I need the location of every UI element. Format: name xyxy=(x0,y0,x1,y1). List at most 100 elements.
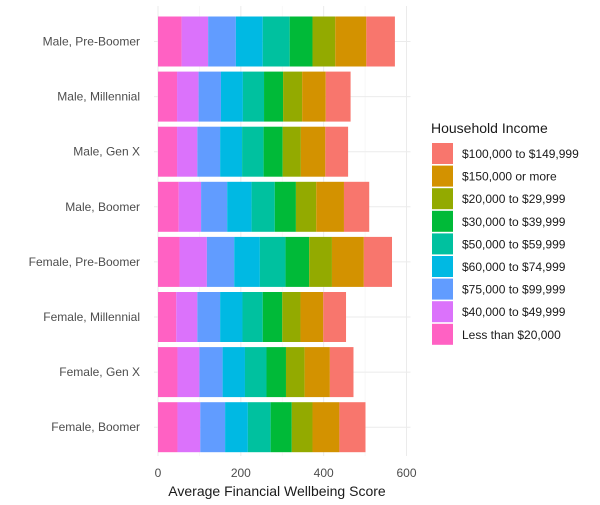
bar-female-millennial-less-than-20-000 xyxy=(158,292,177,342)
bar-female-millennial-100-000-to-149-999 xyxy=(323,292,347,342)
bar-female-millennial-30-000-to-39-999 xyxy=(262,292,283,342)
bar-female-millennial-60-000-to-74-999 xyxy=(220,292,243,342)
bar-female-gen-x-50-000-to-59-999 xyxy=(244,347,267,398)
legend-swatch xyxy=(432,210,453,232)
bar-female-boomer-50-000-to-59-999 xyxy=(247,402,271,453)
bar-female-millennial-150-000-or-more xyxy=(300,292,324,342)
bar-female-pre-boomer-75-000-to-99-999 xyxy=(206,236,235,287)
bar-male-millennial-less-than-20-000 xyxy=(158,71,178,122)
x-tick-label: 600 xyxy=(396,466,416,480)
bar-female-pre-boomer-100-000-to-149-999 xyxy=(363,236,393,287)
y-tick-label: Female, Boomer xyxy=(51,420,140,434)
y-tick-label: Male, Millennial xyxy=(57,90,140,104)
bar-male-pre-boomer-less-than-20-000 xyxy=(158,16,182,67)
bar-male-boomer-75-000-to-99-999 xyxy=(201,181,228,232)
y-tick-label: Male, Boomer xyxy=(65,200,140,214)
legend-swatch xyxy=(432,278,453,300)
legend-label: $100,000 to $149,999 xyxy=(462,147,579,161)
legend-label: $40,000 to $49,999 xyxy=(462,305,566,319)
legend-title: Household Income xyxy=(431,120,548,136)
legend-swatch xyxy=(432,188,453,210)
bar-male-pre-boomer-50-000-to-59-999 xyxy=(262,16,290,67)
bar-female-millennial-50-000-to-59-999 xyxy=(242,292,263,342)
bar-male-boomer-60-000-to-74-999 xyxy=(227,181,252,232)
bar-male-boomer-150-000-or-more xyxy=(316,181,344,232)
bar-female-pre-boomer-30-000-to-39-999 xyxy=(285,236,310,287)
bar-female-gen-x-100-000-to-149-999 xyxy=(329,347,354,398)
bar-male-pre-boomer-150-000-or-more xyxy=(335,16,367,67)
bar-male-pre-boomer-20-000-to-29-999 xyxy=(312,16,336,67)
bar-male-pre-boomer-75-000-to-99-999 xyxy=(208,16,236,67)
bar-male-gen-x-50-000-to-59-999 xyxy=(242,126,264,177)
bar-male-gen-x-30-000-to-39-999 xyxy=(263,126,283,177)
legend-label: $150,000 or more xyxy=(462,170,557,184)
legend-swatch xyxy=(432,143,453,164)
bar-male-millennial-150-000-or-more xyxy=(302,71,326,122)
x-tick-label: 200 xyxy=(231,466,251,480)
legend-label: $75,000 to $99,999 xyxy=(462,283,566,297)
bar-male-boomer-100-000-to-149-999 xyxy=(343,181,370,232)
bar-male-boomer-40-000-to-49-999 xyxy=(178,181,202,232)
bar-female-millennial-20-000-to-29-999 xyxy=(282,292,301,342)
bar-male-millennial-40-000-to-49-999 xyxy=(177,71,199,122)
bar-male-gen-x-150-000-or-more xyxy=(300,126,326,177)
y-tick-label: Male, Gen X xyxy=(73,145,140,159)
bar-female-millennial-40-000-to-49-999 xyxy=(176,292,198,342)
bar-male-gen-x-100-000-to-149-999 xyxy=(325,126,349,177)
bar-male-boomer-30-000-to-39-999 xyxy=(274,181,296,232)
bar-female-gen-x-20-000-to-29-999 xyxy=(285,347,305,398)
bar-female-pre-boomer-50-000-to-59-999 xyxy=(259,236,286,287)
legend-swatch xyxy=(432,256,453,277)
y-tick-labels: Male, Pre-Boomer Male, Millennial Male, Ge… xyxy=(29,35,140,435)
y-tick-label: Female, Gen X xyxy=(59,365,140,379)
bar-male-boomer-50-000-to-59-999 xyxy=(251,181,275,232)
bar-female-boomer-100-000-to-149-999 xyxy=(339,402,366,453)
bar-female-gen-x-150-000-or-more xyxy=(304,347,330,398)
bar-female-gen-x-less-than-20-000 xyxy=(158,347,178,398)
bar-male-millennial-30-000-to-39-999 xyxy=(264,71,284,122)
legend-label: $50,000 to $59,999 xyxy=(462,237,566,251)
bar-male-gen-x-60-000-to-74-999 xyxy=(220,126,243,177)
bar-male-boomer-20-000-to-29-999 xyxy=(295,181,317,232)
y-tick-label: Male, Pre-Boomer xyxy=(43,35,140,49)
bar-male-gen-x-40-000-to-49-999 xyxy=(177,126,198,177)
x-tick-label: 400 xyxy=(314,466,334,480)
bar-female-pre-boomer-60-000-to-74-999 xyxy=(234,236,260,287)
bar-male-pre-boomer-30-000-to-39-999 xyxy=(289,16,313,67)
bar-male-millennial-100-000-to-149-999 xyxy=(325,71,351,122)
bar-female-gen-x-75-000-to-99-999 xyxy=(199,347,223,398)
bar-male-pre-boomer-40-000-to-49-999 xyxy=(181,16,209,67)
bar-male-millennial-75-000-to-99-999 xyxy=(198,71,221,122)
legend-swatch xyxy=(432,301,453,323)
bar-male-millennial-60-000-to-74-999 xyxy=(220,71,243,122)
bar-male-gen-x-20-000-to-29-999 xyxy=(282,126,301,177)
bar-female-gen-x-40-000-to-49-999 xyxy=(177,347,200,398)
x-axis-title: Average Financial Wellbeing Score xyxy=(168,483,386,499)
bar-male-pre-boomer-60-000-to-74-999 xyxy=(235,16,263,67)
bar-male-boomer-less-than-20-000 xyxy=(158,181,179,232)
legend: Household Income $100,000 to $149,999 $15… xyxy=(431,120,579,345)
legend-label: $30,000 to $39,999 xyxy=(462,215,566,229)
legend-swatch xyxy=(432,233,453,255)
bar-female-boomer-20-000-to-29-999 xyxy=(291,402,313,453)
legend-swatch xyxy=(432,165,453,187)
legend-label: Less than $20,000 xyxy=(462,328,561,342)
x-tick-label: 0 xyxy=(155,466,162,480)
bar-female-gen-x-60-000-to-74-999 xyxy=(222,347,245,398)
bar-female-pre-boomer-40-000-to-49-999 xyxy=(179,236,207,287)
bar-male-millennial-50-000-to-59-999 xyxy=(242,71,265,122)
bar-female-boomer-less-than-20-000 xyxy=(158,402,178,453)
legend-swatch xyxy=(432,323,453,345)
bar-male-gen-x-less-than-20-000 xyxy=(158,126,178,177)
bars xyxy=(158,16,395,453)
bar-male-millennial-20-000-to-29-999 xyxy=(283,71,303,122)
bar-male-gen-x-75-000-to-99-999 xyxy=(197,126,221,177)
legend-label: $60,000 to $74,999 xyxy=(462,260,566,274)
bar-female-pre-boomer-less-than-20-000 xyxy=(158,236,180,287)
bar-female-gen-x-30-000-to-39-999 xyxy=(266,347,286,398)
bar-female-boomer-75-000-to-99-999 xyxy=(200,402,226,453)
legend-label: $20,000 to $29,999 xyxy=(462,192,566,206)
x-tick-labels: 0 200 400 600 xyxy=(155,466,417,480)
bar-male-pre-boomer-100-000-to-149-999 xyxy=(366,16,395,67)
